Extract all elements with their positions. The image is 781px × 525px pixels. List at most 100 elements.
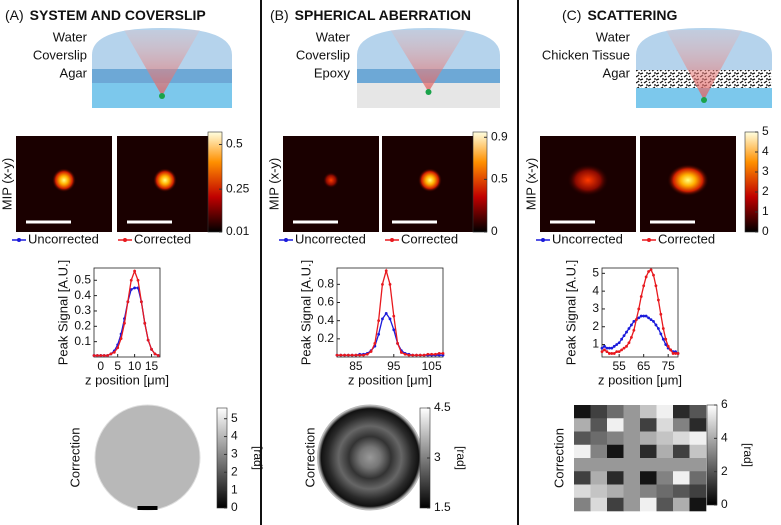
data-point: [396, 341, 399, 345]
correction-cell: [607, 458, 624, 472]
data-point: [136, 278, 140, 282]
data-point: [612, 352, 616, 355]
correction-cell: [623, 418, 641, 432]
x-tick-label: 65: [637, 359, 651, 373]
y-axis-label: Peak Signal [A.U.]: [55, 260, 70, 366]
data-point: [358, 353, 362, 357]
correction-cell: [623, 484, 641, 499]
correction-cell: [689, 471, 707, 485]
x-tick-label: 75: [662, 359, 676, 373]
colorbar: [472, 131, 488, 233]
data-point: [407, 353, 411, 357]
data-point: [615, 343, 619, 346]
correction-cell: [574, 458, 591, 472]
y-tick-label: 0.8: [317, 277, 334, 291]
correction-cell: [673, 497, 690, 512]
correction-cell: [673, 418, 690, 432]
colorbar-tick-label: 0: [231, 500, 238, 514]
colorbar-tick-label: 4: [231, 429, 238, 443]
correction-cell: [607, 418, 624, 432]
y-tick-label: 3: [592, 301, 599, 315]
correction-cell: [623, 405, 641, 419]
colorbar-tick-label: 1: [231, 482, 238, 496]
data-point: [644, 275, 648, 279]
legend-marker: [390, 238, 394, 242]
x-tick-label: 5: [114, 359, 121, 373]
data-point: [627, 341, 631, 345]
colorbar-tick-label: 0.5: [491, 172, 508, 186]
correction-cell: [640, 458, 657, 472]
colorbar-tick-label: 3: [762, 164, 769, 178]
data-line: [94, 287, 159, 357]
data-point: [437, 351, 441, 355]
correction-label: Correction: [67, 428, 82, 488]
data-point: [403, 352, 407, 356]
mip-spot: [418, 168, 442, 193]
plot-frame: [601, 267, 679, 358]
colorbar-tick-label: 4.5: [434, 400, 451, 414]
plot-frame: [93, 267, 161, 358]
correction-cell: [640, 484, 657, 499]
y-tick-label: 4: [592, 283, 599, 297]
layer-label: Water: [596, 29, 631, 44]
data-point: [605, 346, 609, 350]
data-point: [666, 344, 670, 348]
correction-cell: [656, 431, 674, 446]
correction-cell: [656, 444, 674, 459]
data-point: [123, 321, 126, 325]
data-point: [133, 286, 137, 290]
y-tick-label: 0.3: [74, 303, 91, 317]
y-tick-label: 5: [592, 266, 599, 280]
data-point: [671, 352, 675, 355]
mip-spot: [153, 168, 177, 193]
correction-cell: [607, 431, 624, 446]
correction-cell: [640, 405, 657, 419]
legend-label: Uncorrected: [552, 231, 623, 246]
focus-bead: [425, 89, 432, 95]
colorbar-tick-label: 0: [762, 224, 769, 238]
colorbar-tick-label: 3: [434, 450, 441, 464]
y-tick-label: 1: [592, 337, 599, 351]
data-point: [652, 320, 655, 323]
layer-label: Coverslip: [296, 47, 350, 62]
correction-cell: [623, 471, 641, 485]
data-point: [369, 350, 373, 353]
correction-cell: [574, 431, 591, 446]
colorbar-unit: [rad]: [251, 446, 265, 470]
correction-cell: [590, 444, 608, 459]
light-cone: [390, 30, 467, 92]
correction-cell: [656, 497, 674, 512]
mip-spot: [52, 168, 76, 193]
colorbar-unit: [rad]: [741, 443, 755, 467]
correction-cell: [607, 497, 624, 512]
data-point: [642, 314, 646, 318]
data-point: [441, 351, 445, 355]
panel-name: SPHERICAL ABERRATION: [295, 7, 471, 23]
data-point: [92, 354, 96, 357]
data-point: [346, 353, 350, 357]
data-point: [625, 344, 628, 348]
data-point: [661, 327, 665, 330]
data-point: [661, 337, 665, 341]
data-point: [365, 352, 369, 356]
x-axis-label: z position [μm]: [598, 372, 682, 387]
data-point: [625, 330, 628, 334]
correction-cell: [673, 484, 690, 499]
data-point: [426, 352, 430, 356]
light-cone: [124, 30, 200, 96]
data-point: [659, 332, 663, 336]
data-point: [150, 347, 153, 351]
data-point: [647, 316, 650, 320]
data-point: [610, 346, 614, 350]
data-point: [617, 341, 621, 345]
plot-frame: [336, 267, 444, 358]
data-point: [434, 352, 437, 356]
correction-cell: [574, 471, 591, 485]
correction-cell: [623, 458, 641, 472]
data-point: [603, 348, 606, 352]
data-point: [603, 344, 606, 348]
correction-cell: [623, 497, 641, 512]
data-point: [430, 352, 434, 356]
correction-cell: [623, 444, 641, 459]
